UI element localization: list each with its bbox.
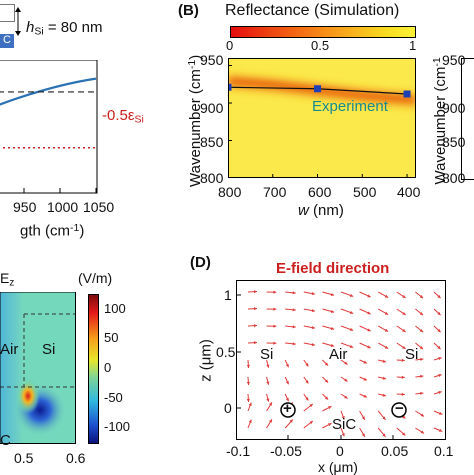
reflectance-colorbar: [230, 26, 416, 38]
minus-eps-sub: Si: [135, 114, 144, 126]
minus-symbol: −: [395, 400, 404, 417]
colorbar-tick: -50: [104, 390, 123, 405]
colorbar-tick: -100: [104, 419, 130, 434]
ez-field-map: [0, 292, 76, 444]
x-tick-label: 700: [263, 184, 286, 200]
panel-b-xlabel: w (nm): [298, 202, 344, 219]
ez-sub: z: [9, 277, 14, 288]
h-si-sub: Si: [34, 26, 43, 38]
x-tick-label: 1050: [83, 199, 114, 215]
colorbar-tick: 50: [104, 330, 118, 345]
resonance-curve: [0, 79, 96, 110]
x-tick-label: 400: [397, 184, 420, 200]
right-ylabel-sup: -1: [431, 57, 443, 66]
colorbar-title: Reflectance (Simulation): [225, 2, 399, 20]
panel-b-ylabel: Wavenumber (cm-1): [186, 46, 204, 196]
x-tick-label: 600: [308, 184, 331, 200]
ylabel-sup: -1: [186, 60, 198, 69]
x-tick-label: 1000: [47, 199, 78, 215]
minus-eps-text: -0.5ε: [102, 107, 135, 124]
x-tick-label: 500: [353, 184, 376, 200]
colorbar-tick-1: 1: [409, 38, 416, 53]
region-label-sic: SiC: [332, 416, 356, 433]
inset-air-block: [0, 4, 15, 22]
ez-colorbar: [88, 294, 99, 444]
colorbar-tick-0: 0: [226, 38, 233, 53]
right-ylabel-text: Wavenumber (cm: [432, 67, 449, 185]
region-label-sic: C: [0, 432, 11, 449]
h-si-arrow: [14, 6, 22, 36]
xlabel-unit: (nm): [309, 202, 344, 219]
x-tick-label: -0.1: [226, 443, 250, 459]
experiment-point: [404, 91, 411, 98]
ylabel-close: ): [187, 55, 204, 60]
x-tick-label: 0: [336, 443, 344, 459]
x-tick-label: 0.05: [381, 443, 408, 459]
xlabel-w: w: [298, 202, 309, 219]
right-panel-ylabel: Wavenumber (cm-1: [431, 46, 449, 196]
x-tick-label: -0.05: [270, 443, 302, 459]
ez-title: Ez: [0, 270, 14, 288]
y-tick-label: 1: [224, 287, 232, 303]
y-tick-label: 0: [224, 400, 232, 416]
inset-sic-label: C: [3, 34, 11, 46]
xlabel-text: gth (cm: [20, 223, 70, 240]
panel-d-title: E-field direction: [276, 260, 389, 277]
region-label-air: Air: [329, 346, 347, 363]
panel-d-xlabel: x (μm): [318, 459, 358, 475]
x-tick-label: 950: [13, 199, 36, 215]
x-tick-label: 800: [218, 184, 241, 200]
ylabel-text: Wavenumber (cm: [187, 69, 204, 187]
y-tick-label: 0.5: [216, 344, 235, 360]
panel-b-label: (B): [178, 2, 199, 19]
colorbar-tick-05: 0.5: [311, 38, 329, 53]
panel-a-plot: [0, 60, 120, 195]
reflectance-heatmap: [228, 58, 416, 178]
experiment-point: [314, 85, 321, 92]
panel-d-label: (D): [190, 254, 211, 271]
ez-symbol: E: [0, 270, 9, 286]
region-label-si-right: Si: [405, 346, 418, 363]
ez-unit: (V/m): [78, 270, 112, 286]
colorbar-tick: 0: [104, 360, 111, 375]
heatmap-background: [228, 58, 416, 178]
region-label-si: Si: [42, 341, 55, 358]
right-panel-frame: [461, 58, 474, 180]
panel-a-xlabel: gth (cm-1): [20, 222, 84, 240]
x-tick-label: 0.6: [66, 450, 85, 466]
xlabel-close: ): [79, 223, 84, 240]
minus-eps-label: -0.5εSi: [102, 107, 144, 126]
experiment-label: Experiment: [312, 98, 388, 115]
region-label-air: Air: [0, 341, 18, 358]
region-label-si-left: Si: [260, 346, 273, 363]
h-si-value: = 80 nm: [48, 19, 103, 36]
panel-d-ylabel: z (μm): [198, 331, 215, 391]
field-hot-spot: [16, 378, 40, 414]
h-si-label: hSi = 80 nm: [26, 19, 102, 38]
xlabel-sup: -1: [70, 222, 79, 234]
x-tick-label: 0.1: [434, 443, 453, 459]
colorbar-tick: 100: [104, 301, 126, 316]
plus-symbol: +: [283, 400, 292, 417]
x-tick-label: 0.5: [14, 450, 33, 466]
